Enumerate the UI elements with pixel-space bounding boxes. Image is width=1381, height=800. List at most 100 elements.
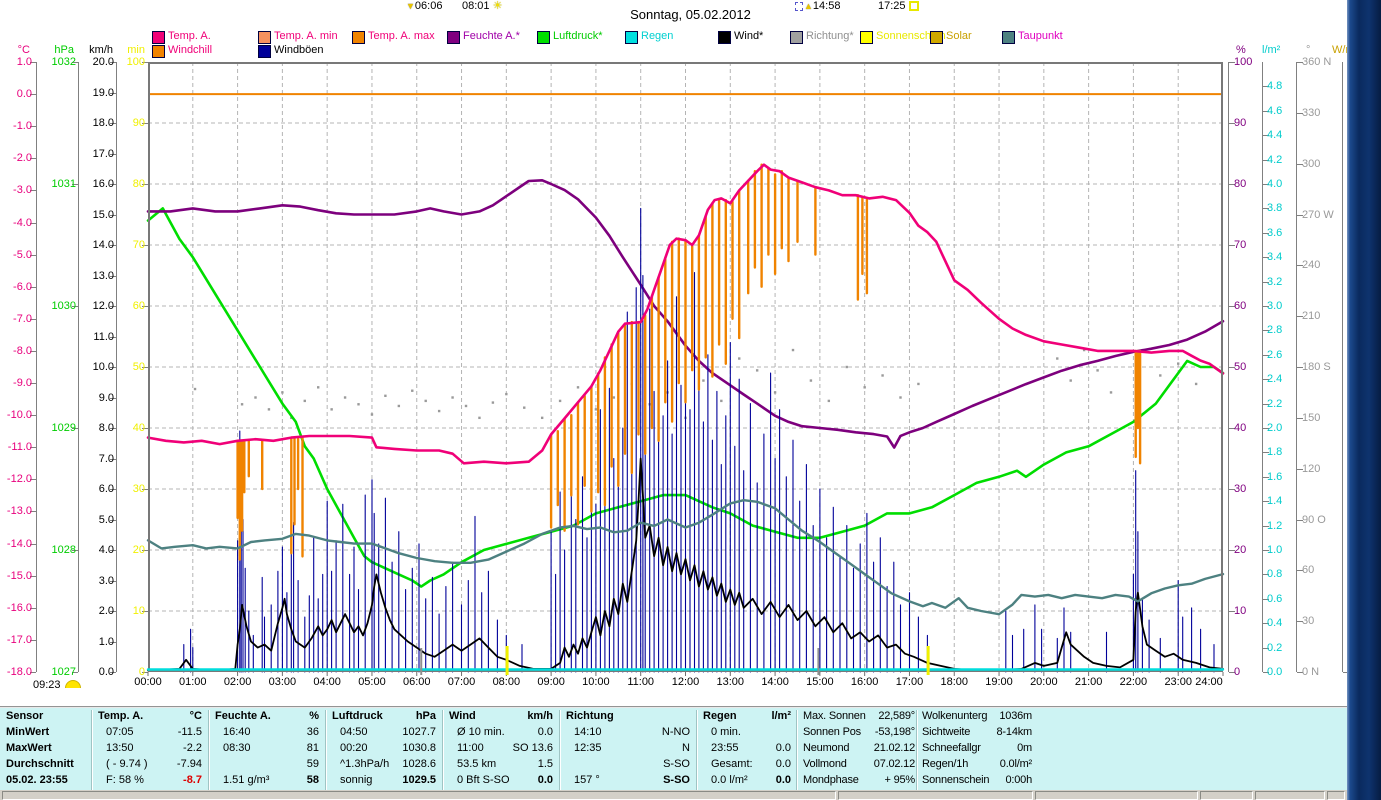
astro-right-label: Sonnenschein	[922, 774, 990, 786]
axis-tick-label: 3.0	[98, 575, 114, 587]
status-bar	[0, 790, 1347, 800]
table-cell-time: 157 °	[574, 774, 600, 786]
axis-tick-label: -5.0	[13, 249, 32, 261]
moonset-arrow-icon: ▼	[406, 1, 415, 11]
table-cell-value: 0.0	[537, 726, 553, 738]
x-tick-label: 10:00	[582, 676, 610, 688]
wind-direction-dot	[594, 408, 598, 411]
axis-tick	[1297, 316, 1303, 317]
axis-tick-label: -12.0	[6, 473, 32, 485]
axis-tick	[1229, 245, 1235, 246]
table-col-header: Regen	[703, 710, 737, 722]
x-tick-label: 23:00	[1164, 676, 1192, 688]
axis-tick	[1229, 428, 1235, 429]
table-col-unit: hPa	[415, 710, 436, 722]
status-segment	[1035, 791, 1198, 800]
table-cell-value: 81	[306, 742, 319, 754]
wind-direction-dot	[193, 387, 197, 391]
legend-swatch-Luftdruck*	[537, 31, 550, 44]
axis-tick	[110, 93, 116, 94]
series-Windchill	[236, 163, 1142, 561]
axis-tick-label: -3.0	[13, 184, 32, 196]
wind-direction-dot	[1096, 369, 1099, 372]
axis-tick-label: 16.0	[92, 178, 114, 190]
astro-left-label: Vollmond	[803, 758, 847, 770]
status-segment	[1200, 791, 1253, 800]
x-tick-label: 08:00	[492, 676, 521, 688]
wind-direction-dot	[1109, 391, 1113, 394]
axis-tick	[110, 520, 116, 521]
table-col-header: Temp. A.	[98, 710, 144, 722]
axis-tick-label: 60	[132, 300, 145, 312]
axis-tick	[1263, 86, 1269, 87]
table-cell-value: -7.94	[176, 758, 202, 770]
legend-label: Temp. A. max	[368, 30, 435, 42]
status-segment	[1255, 791, 1325, 800]
axis-tick	[72, 306, 78, 307]
axis-tick-label: 330	[1302, 107, 1321, 119]
axis-tick	[30, 255, 36, 256]
table-col-unit: %	[309, 710, 319, 722]
axis-tick-label: 180 S	[1302, 361, 1331, 373]
moonrise-arrow-icon: ▲	[795, 0, 813, 12]
astro-right-value: 0:00h	[1005, 774, 1032, 786]
legend-swatch-Richtung*	[790, 31, 803, 44]
table-cell-value: 1028.6	[402, 758, 436, 770]
x-tick-label: 00:00	[134, 676, 162, 688]
wind-direction-dot	[1082, 348, 1086, 352]
axis-tick-label: 20	[132, 544, 145, 556]
axis-tick-label: 6.0	[98, 483, 114, 495]
axis-tick-label: 9.0	[98, 392, 114, 404]
astro-left-value: 22,589°	[878, 710, 915, 722]
axis-tick-label: 2.6	[1267, 349, 1283, 361]
axis-tick-label: 7.0	[98, 453, 114, 465]
table-separator	[697, 710, 698, 790]
axis-tick	[72, 428, 78, 429]
axis-tick	[1229, 184, 1235, 185]
status-segment	[1327, 791, 1345, 800]
wind-direction-dot	[303, 399, 306, 403]
table-row-label: MaxWert	[6, 742, 52, 754]
axis-tick	[1263, 379, 1269, 380]
legend-label: Richtung*	[806, 30, 854, 42]
x-tick-label: 17:00	[895, 676, 924, 688]
x-tick-label: 01:00	[179, 676, 207, 688]
axis-tick-label: 1.0	[98, 636, 114, 648]
astro-left-value: + 95%	[884, 774, 916, 786]
table-cell-time: 00:20	[340, 742, 368, 754]
axis-tick-label: 20	[1234, 544, 1247, 556]
axis-tick-label: -13.0	[6, 505, 32, 517]
axis-tick	[30, 158, 36, 159]
moon-phase-icon	[795, 2, 803, 12]
axis-tick-label: 0 N	[1302, 666, 1320, 678]
axis-tick	[1263, 257, 1269, 258]
legend-swatch-Regen	[625, 31, 638, 44]
x-tick-label: 12:00	[671, 676, 700, 688]
axis-tick-label: 30	[1302, 615, 1315, 627]
sunrise-sun-icon: ☀	[492, 0, 503, 12]
axis-tick-label: 4.6	[1267, 105, 1283, 117]
axis-unit-label: min	[127, 44, 145, 56]
wind-direction-dot	[523, 406, 526, 409]
legend-swatch-Windböen	[258, 45, 271, 58]
axis-line-°	[1296, 62, 1297, 672]
axis-tick-label: 0.4	[1267, 617, 1283, 629]
table-cell-time: 23:55	[711, 742, 739, 754]
axis-unit-label: l/m²	[1262, 44, 1281, 56]
wind-direction-dot	[254, 396, 257, 399]
astro-left-value: 21.02.12	[873, 742, 915, 754]
axis-tick-label: 12.0	[92, 300, 114, 312]
wind-direction-dot	[1159, 374, 1162, 377]
wind-direction-dot	[464, 404, 468, 408]
axis-tick	[72, 550, 78, 551]
axis-tick-label: 0	[1234, 666, 1241, 678]
legend-label: Solar	[946, 30, 972, 42]
axis-tick	[30, 223, 36, 224]
axis-tick	[30, 126, 36, 127]
table-row-label: 05.02. 23:55	[6, 774, 68, 786]
astro-right-label: Wolkenunterg	[922, 710, 988, 722]
axis-tick	[1229, 123, 1235, 124]
axis-tick-label: 2.0	[1267, 422, 1283, 434]
wind-direction-dot	[357, 403, 360, 406]
series-Temp. A.	[146, 163, 1225, 465]
